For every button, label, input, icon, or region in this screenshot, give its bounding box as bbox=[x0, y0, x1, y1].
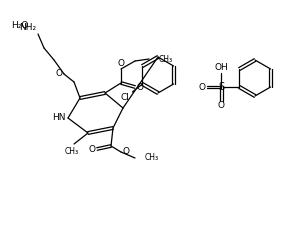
Text: CH₃: CH₃ bbox=[145, 153, 159, 163]
Text: O: O bbox=[218, 101, 225, 110]
Text: HN: HN bbox=[52, 114, 66, 122]
Text: Cl: Cl bbox=[121, 93, 130, 101]
Text: O: O bbox=[136, 83, 143, 92]
Text: CH₃: CH₃ bbox=[159, 55, 173, 63]
Text: O: O bbox=[123, 148, 130, 156]
Text: OH: OH bbox=[215, 63, 228, 72]
Text: NH₂: NH₂ bbox=[19, 24, 36, 33]
Text: H₂O: H₂O bbox=[11, 21, 29, 30]
Text: CH₃: CH₃ bbox=[65, 147, 79, 156]
Text: O: O bbox=[56, 69, 63, 79]
Text: O: O bbox=[88, 144, 95, 153]
Text: O: O bbox=[118, 59, 125, 68]
Text: S: S bbox=[218, 82, 224, 92]
Text: O: O bbox=[199, 83, 206, 92]
